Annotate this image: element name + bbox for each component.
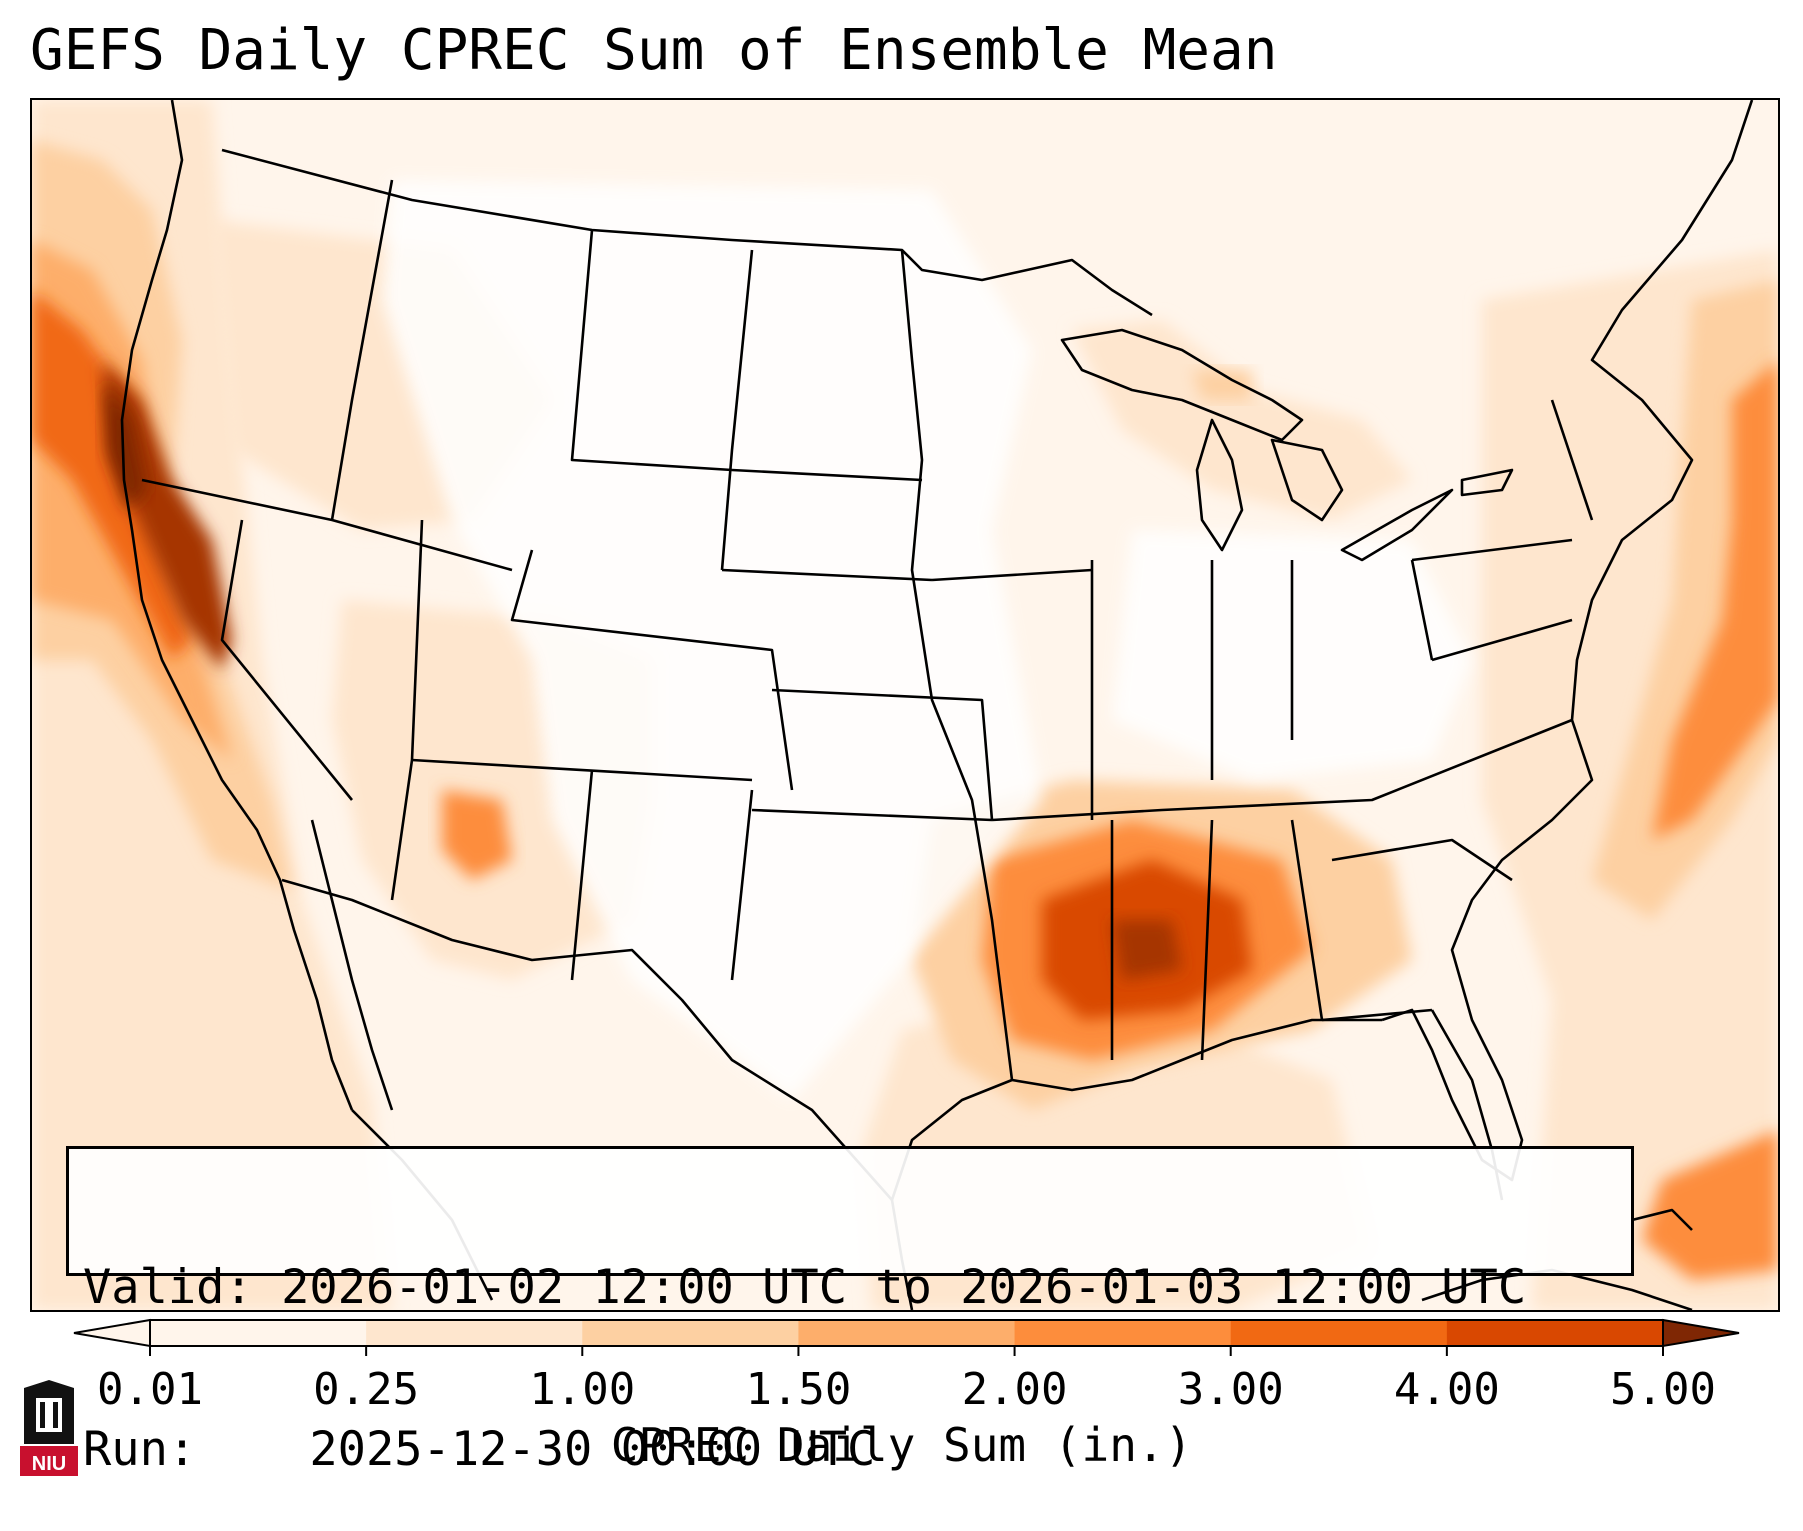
colorbar-ticks: 0.01 0.25 1.00 1.50 2.00 3.00 4.00 5.00 <box>97 1346 1716 1415</box>
colorbar-extend-high <box>1662 1318 1740 1348</box>
colorbar-segment <box>582 1320 799 1346</box>
state-line-wy <box>570 229 733 472</box>
state-line-al-ga <box>1290 819 1324 1021</box>
colorbar-outline <box>149 1319 1664 1347</box>
lake-ontario <box>1460 468 1514 497</box>
precipitation-map <box>32 100 1778 1310</box>
lake-michigan <box>1195 418 1244 552</box>
valid-row: Valid: 2026-01-02 12:00 UTC to 2026-01-0… <box>83 1261 1617 1315</box>
lake-erie <box>1340 488 1454 562</box>
state-line-ok-tx <box>751 808 993 822</box>
boundaries <box>120 100 1754 1310</box>
run-row: Run: 2025-12-30 00:00 UTC <box>83 1423 1617 1477</box>
state-line-ny-new-england <box>1550 399 1594 521</box>
precip-superior <box>1192 370 1252 400</box>
map-title: GEFS Daily CPREC Sum of Ensemble Mean <box>30 18 1278 83</box>
colorbar-segments <box>73 1318 1740 1348</box>
state-line-sd-ne <box>731 468 923 482</box>
colorbar-extend-low <box>73 1318 151 1348</box>
state-line-az-nm <box>570 769 594 981</box>
colorbar-tick-label: 0.01 <box>97 1364 203 1415</box>
colorbar-segment <box>1446 1320 1664 1346</box>
state-line-ms-al <box>1200 819 1214 1061</box>
state-line-ca-nv <box>220 519 354 801</box>
lake-huron <box>1270 438 1344 522</box>
state-line-or-south <box>141 478 513 572</box>
validity-info-box: Valid: 2026-01-02 12:00 UTC to 2026-01-0… <box>66 1146 1634 1477</box>
precip-coast-max <box>104 380 147 510</box>
pacific-coastline <box>120 100 354 1111</box>
state-line-ia-mo <box>931 568 1093 582</box>
valid-value: 2026-01-02 12:00 UTC to 2026-01-03 12:00… <box>281 1260 1527 1315</box>
precip-dry-plains <box>382 180 1042 1100</box>
colorbar-tick-label: 2.00 <box>962 1364 1068 1415</box>
precip-southeast-max <box>1112 920 1182 980</box>
state-line-sc <box>1331 838 1513 882</box>
state-line-ga-fl <box>1321 1008 1433 1022</box>
baja-coast <box>310 819 394 1111</box>
bahamas-islands <box>1631 1208 1693 1231</box>
precip-caribbean <box>1642 1130 1778 1280</box>
lake-superior <box>1060 328 1304 442</box>
logo-window <box>36 1398 62 1432</box>
colorbar-segment <box>366 1320 583 1346</box>
colorbar-segment <box>1230 1320 1448 1346</box>
precip-atlantic-band2 <box>1652 360 1778 840</box>
mexico-border <box>281 878 893 1201</box>
northern-border <box>221 148 1153 317</box>
colorbar-tick-label: 1.00 <box>529 1364 635 1415</box>
colorbar: 0.01 0.25 1.00 1.50 2.00 3.00 4.00 5.00 <box>73 1318 1740 1415</box>
state-line-co <box>510 549 794 791</box>
state-line-ne-ks <box>721 568 933 582</box>
logo-bar-2 <box>53 1402 58 1428</box>
precipitation-field <box>32 100 1778 1310</box>
colorbar-tick-label: 4.00 <box>1394 1364 1500 1415</box>
colorbar-segment <box>798 1320 1016 1346</box>
colorbar-segment <box>1014 1320 1232 1346</box>
logo-text: NIU <box>32 1453 66 1475</box>
colorbar-tick-label: 5.00 <box>1610 1364 1716 1415</box>
valid-label: Valid: <box>83 1260 253 1315</box>
colorbar-segment <box>150 1320 367 1346</box>
colorbar-label: CPREC Daily Sum (in.) <box>610 1418 1193 1472</box>
state-line-pa <box>1411 538 1573 562</box>
logo-banner <box>20 1446 78 1476</box>
colorbar-tick-label: 1.50 <box>745 1364 851 1415</box>
precip-westcoast-band3 <box>32 290 192 660</box>
logo-bar-1 <box>40 1402 45 1428</box>
state-line-az-north <box>411 758 753 782</box>
state-line-tn-nc <box>991 718 1573 822</box>
precip-arizona-core <box>442 790 512 880</box>
precip-great-lakes <box>1072 320 1412 520</box>
run-label: Run: <box>83 1422 197 1477</box>
state-line-nm-tx <box>730 789 754 981</box>
state-line-md <box>1431 618 1573 662</box>
state-line-pa-west <box>1410 559 1434 661</box>
state-line-mt-nd <box>720 249 754 571</box>
colorbar-tick-label: 3.00 <box>1178 1364 1284 1415</box>
colorbar-tick-label: 0.25 <box>313 1364 419 1415</box>
state-line-wa-id <box>330 179 394 521</box>
state-line-dakotas-east <box>900 249 1014 1081</box>
run-value: 2025-12-30 00:00 UTC <box>309 1422 876 1477</box>
state-line-ks-ok <box>771 688 994 821</box>
niu-logo: NIU <box>20 1380 78 1476</box>
map-panel <box>30 98 1780 1312</box>
